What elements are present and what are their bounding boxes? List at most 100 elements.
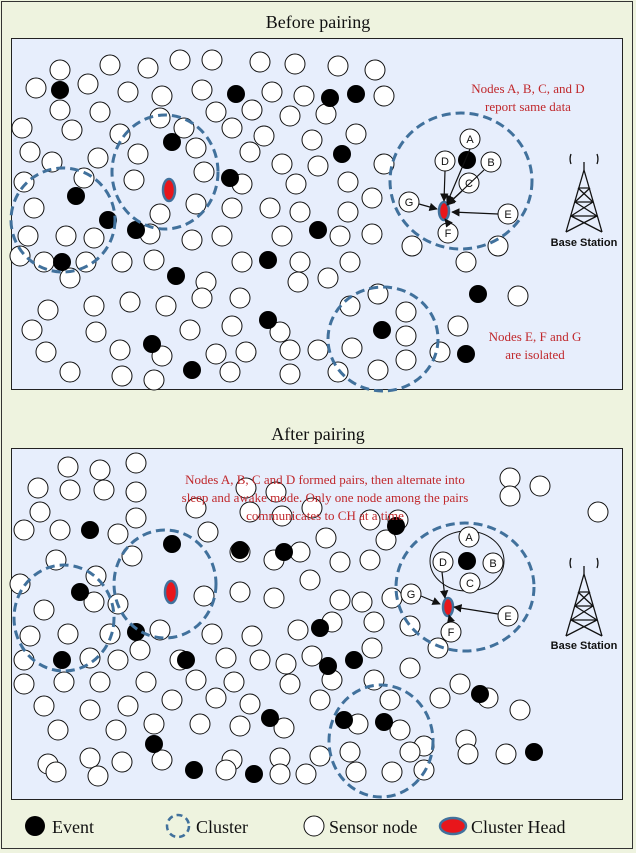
sensor-node: [19, 625, 41, 647]
event-node: [81, 521, 99, 539]
sensor-node: [287, 271, 309, 293]
sensor-node: [191, 287, 213, 309]
sensor-node: [229, 287, 251, 309]
sensor-node: [149, 619, 171, 641]
legend-sensor-icon: [303, 815, 325, 837]
event-node: [127, 221, 145, 239]
event-node: [185, 761, 203, 779]
sensor-node: [275, 653, 297, 675]
sensor-node: [117, 81, 139, 103]
sensor-node: [83, 227, 105, 249]
base-station-icon: [565, 557, 603, 637]
legend-sensor-node: Sensor node: [329, 813, 418, 841]
sensor-node: [129, 639, 151, 661]
sensor-node: [301, 129, 323, 151]
legend-event: Event: [52, 813, 94, 841]
sensor-node: [361, 187, 383, 209]
node-c: [459, 572, 481, 594]
sensor-node: [185, 497, 207, 519]
sensor-node: [327, 361, 349, 383]
event-node: [259, 311, 277, 329]
sensor-node: [197, 521, 219, 543]
cluster-head: [437, 200, 451, 222]
event-node: [335, 711, 353, 729]
sensor-node: [289, 201, 311, 223]
legend-cluster-head-label: Cluster Head: [471, 816, 566, 837]
event-node: [163, 535, 181, 553]
sensor-node: [143, 369, 165, 391]
sensor-node: [87, 765, 109, 787]
sensor-node: [181, 229, 203, 251]
sensor-node: [93, 479, 115, 501]
sensor-node: [119, 291, 141, 313]
event-node: [525, 743, 543, 761]
sensor-node: [359, 509, 381, 531]
sensor-node: [307, 339, 329, 361]
sensor-node: [499, 467, 521, 489]
sensor-node: [507, 285, 529, 307]
sensor-node: [259, 197, 281, 219]
cluster-ring: [12, 563, 116, 673]
sensor-node: [111, 751, 133, 773]
sensor-node: [221, 117, 243, 139]
sensor-node: [399, 741, 421, 763]
sensor-node: [111, 365, 133, 387]
after-pairing-content: A D B C G E F Base Station: [9, 452, 618, 799]
sensor-node: [279, 339, 301, 361]
base-station-label: Base Station: [551, 237, 618, 249]
sensor-node: [345, 761, 367, 783]
node-d-label: D: [439, 557, 447, 569]
sensor-node: [185, 137, 207, 159]
sensor-node: [284, 53, 306, 75]
cluster-ring: [112, 528, 218, 640]
sensor-node: [301, 645, 323, 667]
sensor-node: [329, 589, 351, 611]
sensor-node: [9, 245, 31, 267]
node-e-label: E: [504, 209, 511, 221]
svg-text:Nodes A, B, C, and D: Nodes A, B, C, and D: [471, 81, 584, 96]
sensor-nodes-before: [9, 49, 529, 391]
sensor-node: [295, 763, 317, 785]
event-node: [53, 651, 71, 669]
sensor-node: [49, 99, 71, 121]
event-node: [231, 541, 249, 559]
svg-text:Nodes E, F and G: Nodes E, F and G: [489, 329, 582, 344]
sensor-node: [79, 647, 101, 669]
cluster-ring: [327, 683, 435, 799]
sensor-node: [239, 141, 261, 163]
event-node: [53, 253, 71, 271]
sensor-node: [341, 337, 363, 359]
sensor-node: [279, 363, 301, 385]
sensor-node: [215, 647, 237, 669]
event-node: [333, 145, 351, 163]
sensor-node: [33, 599, 55, 621]
sensor-node: [241, 99, 263, 121]
event-node: [67, 187, 85, 205]
sensor-node: [279, 673, 301, 695]
sensor-node: [364, 59, 386, 81]
sensor-node: [231, 251, 253, 273]
sensor-node: [205, 101, 227, 123]
sensor-node: [13, 649, 35, 671]
sensor-node: [109, 339, 131, 361]
sensor-node: [239, 693, 261, 715]
sensor-node: [351, 591, 373, 613]
node-a-label: A: [466, 134, 474, 146]
sensor-node: [193, 585, 215, 607]
event-node: [321, 89, 339, 107]
sensor-node: [427, 637, 449, 659]
event-node: [145, 735, 163, 753]
sensor-node: [239, 501, 261, 523]
event-node: [471, 685, 489, 703]
sensor-node: [191, 79, 213, 101]
sensor-node: [99, 54, 121, 76]
sensor-node: [87, 147, 109, 169]
labeled-nodes-after: A D B C G E F: [400, 526, 519, 643]
node-a: [458, 526, 480, 548]
sensor-node: [301, 497, 323, 519]
sensor-node: [315, 103, 337, 125]
base-station-label: Base Station: [551, 640, 618, 652]
sensor-node: [287, 619, 309, 641]
arrows-before: [418, 148, 499, 228]
sensor-node: [27, 477, 49, 499]
